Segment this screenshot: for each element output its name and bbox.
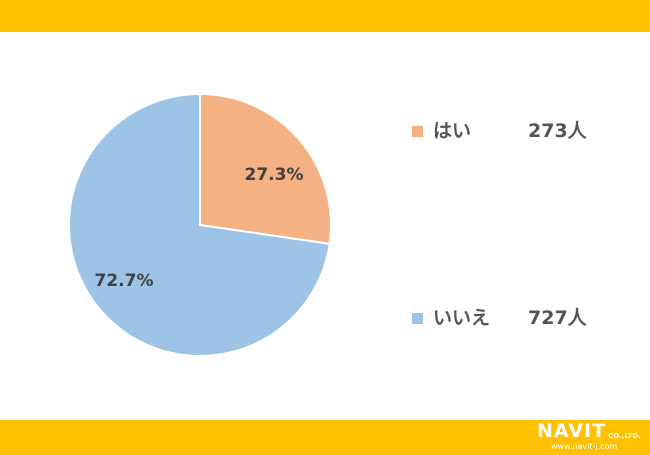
top-banner xyxy=(0,0,650,32)
pie-chart: 27.3% 72.7% xyxy=(68,92,332,357)
data-label-1: 72.7% xyxy=(95,271,154,291)
legend-item-no: いいえ 727人 xyxy=(412,306,587,330)
logo-name: NAVIT xyxy=(537,420,607,442)
legend-swatch-no xyxy=(412,312,423,324)
legend-label-yes: はい xyxy=(433,120,472,142)
legend-count-yes: 273人 xyxy=(528,120,587,142)
pie-slice-1 xyxy=(68,92,331,357)
legend-count-no: 727人 xyxy=(528,307,587,329)
legend-item-yes: はい 273人 xyxy=(412,119,587,143)
logo-suffix: CO.,LTD. xyxy=(608,432,641,440)
navit-logo: NAVIT CO.,LTD. www.navit-j.com xyxy=(537,421,641,452)
pie-slice-0 xyxy=(199,92,332,245)
logo-url: www.navit-j.com xyxy=(551,442,618,451)
bottom-banner xyxy=(0,420,650,455)
legend-label-no: いいえ xyxy=(433,307,491,329)
logo-row: NAVIT CO.,LTD. xyxy=(537,421,641,441)
data-label-0: 27.3% xyxy=(245,165,304,185)
legend-swatch-yes xyxy=(412,125,423,137)
